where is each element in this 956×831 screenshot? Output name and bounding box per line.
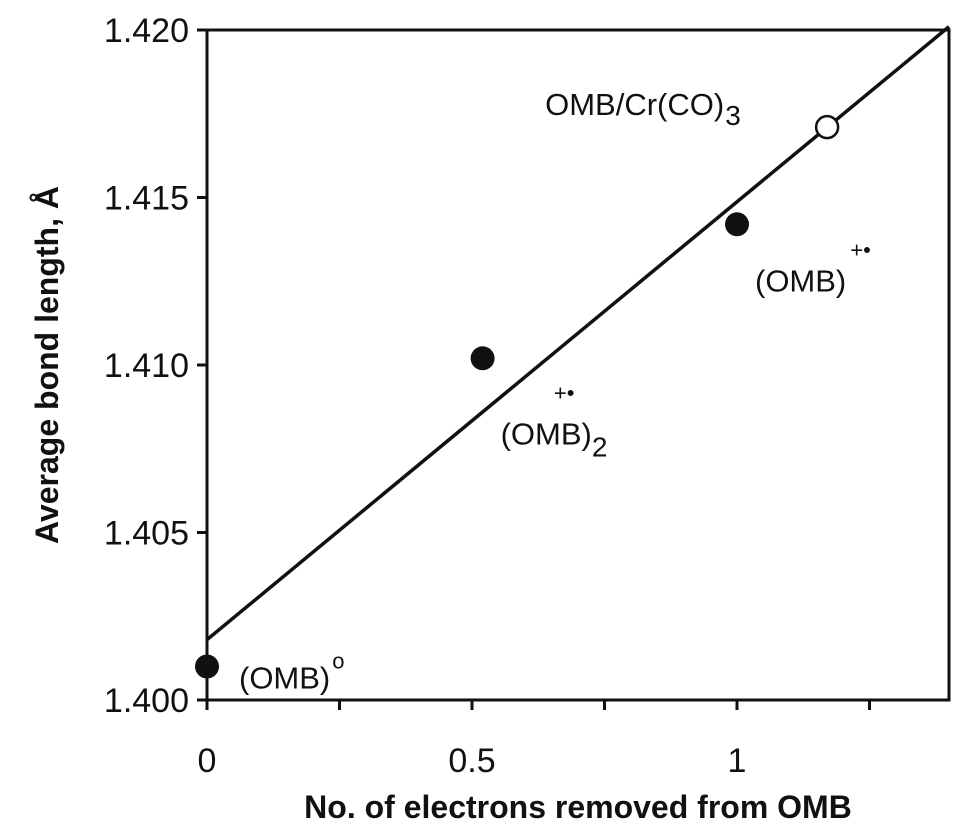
data-points	[195, 114, 840, 679]
data-point	[195, 654, 219, 679]
y-axis-ticks: 1.400 1.405 1.410 1.415 1.420	[104, 12, 207, 720]
y-tick-label: 1.420	[104, 12, 189, 50]
x-axis-ticks: 0 0.5 1	[198, 700, 871, 780]
point-label: (OMB)	[755, 263, 846, 298]
y-tick-label: 1.405	[104, 515, 189, 553]
data-point	[725, 212, 749, 237]
point-label: (OMB)	[501, 416, 592, 451]
point-label-superscript: +•	[554, 380, 575, 405]
point-label-subscript: 3	[725, 100, 741, 131]
point-label-subscript: 2	[592, 431, 608, 462]
data-point-open	[814, 114, 840, 140]
point-label: (OMB)	[239, 661, 330, 696]
data-point	[470, 346, 495, 371]
x-tick-label: 1	[728, 742, 747, 780]
y-tick-label: 1.400	[104, 682, 189, 720]
point-label: OMB/Cr(CO)	[545, 87, 724, 122]
point-annotations: (OMB) o(OMB) 2+•(OMB)+•OMB/Cr(CO) 3	[239, 87, 871, 695]
y-tick-label: 1.415	[104, 180, 189, 218]
x-tick-label: 0.5	[448, 742, 495, 780]
x-tick-label: 0	[198, 742, 217, 780]
point-label-superscript: o	[332, 649, 344, 674]
point-label-superscript: +•	[850, 237, 871, 262]
y-axis-title: Average bond length, Å	[29, 186, 65, 544]
x-axis-title: No. of electrons removed from OMB	[304, 789, 852, 825]
y-tick-label: 1.410	[104, 347, 189, 385]
